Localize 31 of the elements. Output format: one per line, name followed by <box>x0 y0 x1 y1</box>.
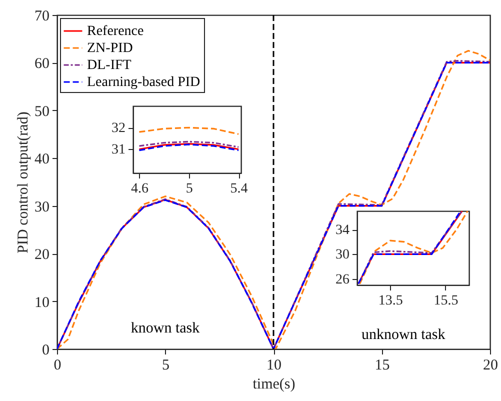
y-tick-label: 40 <box>34 152 50 168</box>
x-tick-label: 5.4 <box>230 182 248 196</box>
x-axis-title: time(s) <box>252 376 296 392</box>
y-tick-label: 0 <box>42 342 50 358</box>
legend-label: Reference <box>87 24 144 39</box>
x-tick-label: 5 <box>162 358 170 374</box>
y-tick-label: 20 <box>34 247 50 264</box>
x-tick-label: 13.5 <box>378 294 403 308</box>
y-axis-title: PID control output(rad) <box>16 112 32 254</box>
x-tick-label: 0 <box>54 358 62 374</box>
annotation: unknown task <box>362 326 446 343</box>
legend-label: Learning-based PID <box>87 75 200 90</box>
y-tick-label: 30 <box>34 199 50 216</box>
legend-label: ZN-PID <box>87 41 133 56</box>
x-tick-label: 4.6 <box>130 182 148 196</box>
y-tick-label: 26 <box>336 272 350 288</box>
y-tick-label: 31 <box>112 142 126 158</box>
line-series <box>138 126 240 135</box>
y-tick-label: 50 <box>34 104 50 120</box>
legend-label: DL-IFT <box>87 58 132 73</box>
x-tick-label: 10 <box>266 358 282 374</box>
y-tick-label: 60 <box>34 56 50 72</box>
annotation: known task <box>130 320 200 336</box>
x-tick-label: 20 <box>483 358 498 374</box>
y-tick-label: 34 <box>336 223 350 238</box>
y-tick-label: 30 <box>336 248 350 263</box>
y-tick-label: 70 <box>34 8 50 24</box>
x-tick-label: 15.5 <box>434 294 458 308</box>
x-tick-label: 5 <box>186 182 193 196</box>
x-tick-label: 15 <box>374 358 390 374</box>
y-tick-label: 32 <box>112 121 126 136</box>
